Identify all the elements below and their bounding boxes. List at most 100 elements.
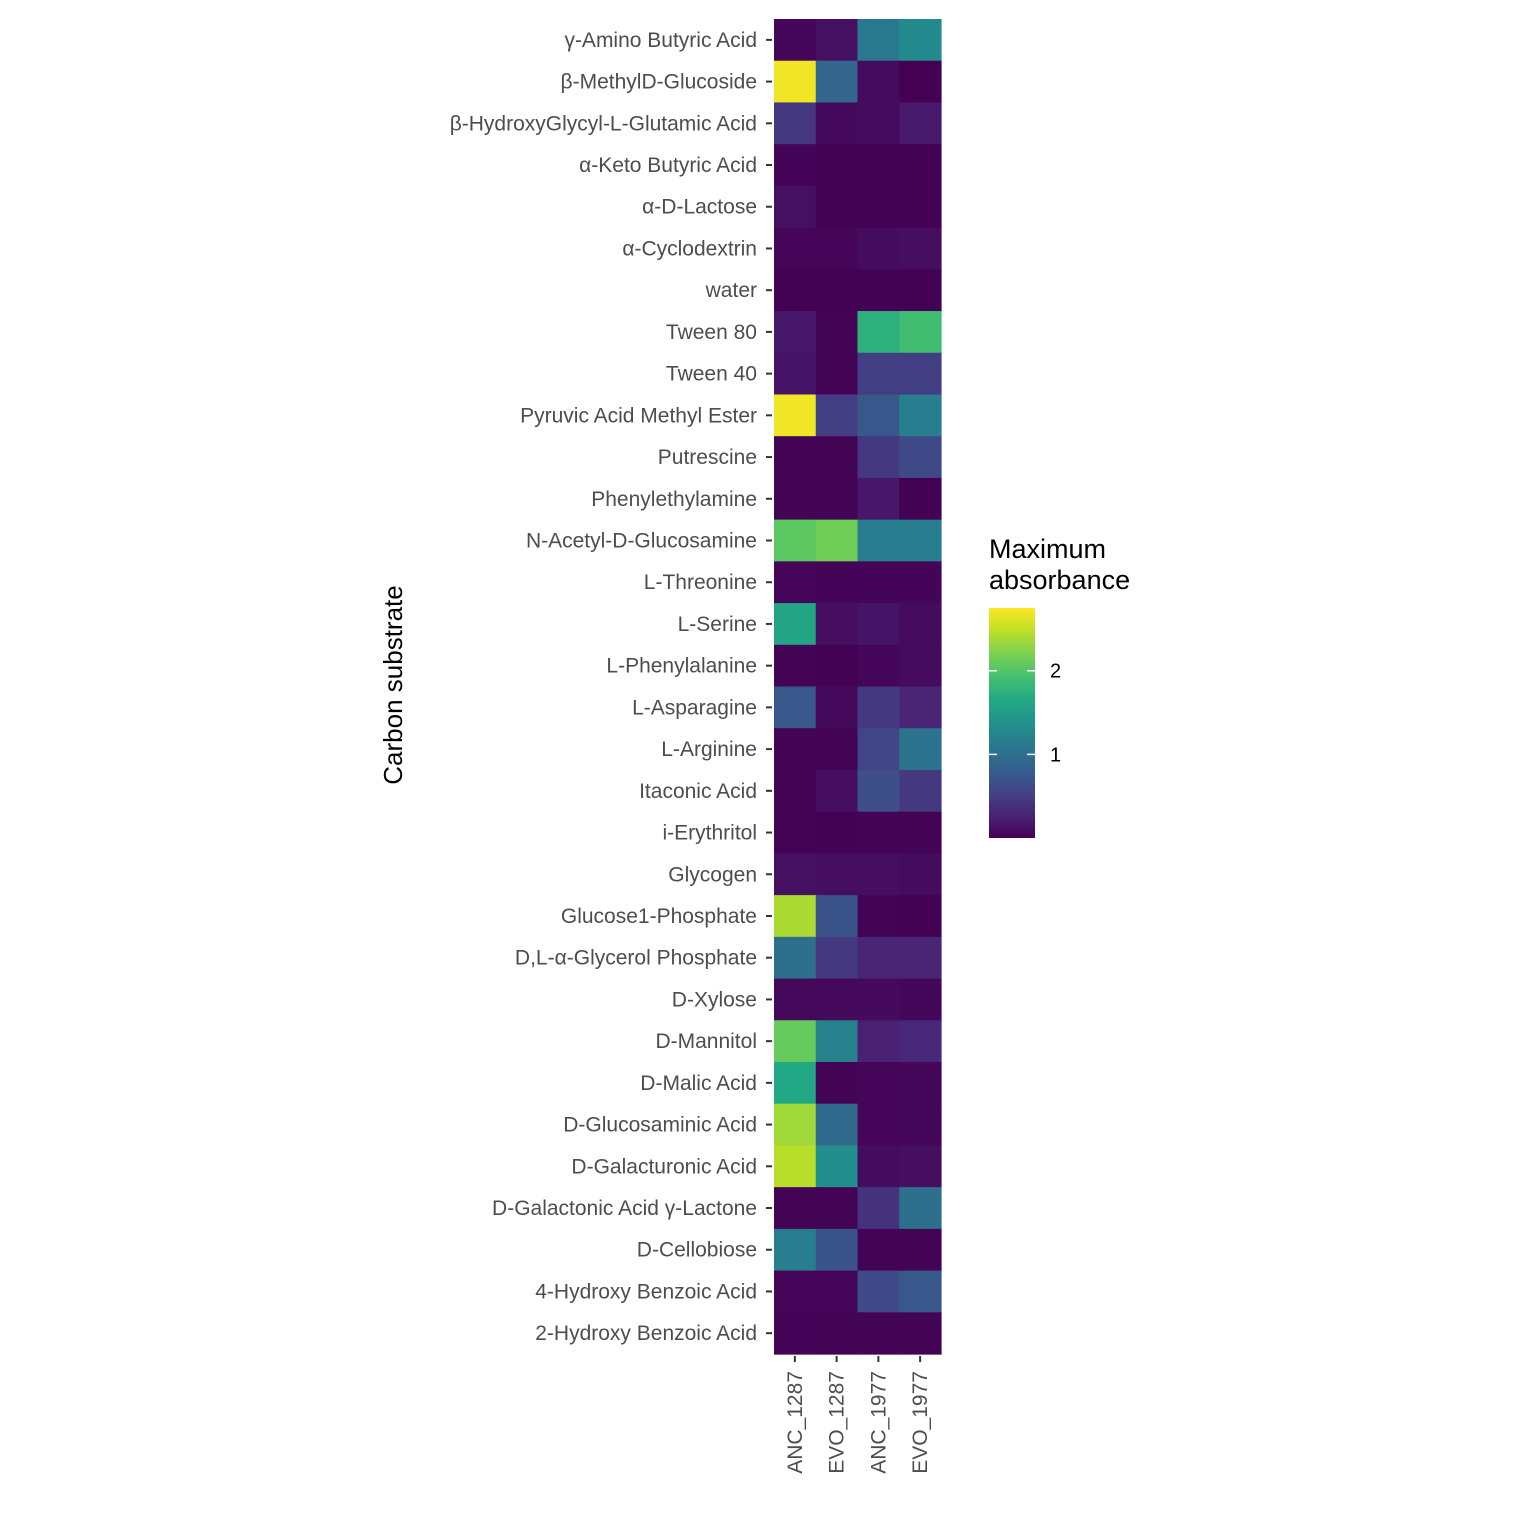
y-tick-label: N-Acetyl-D-Glucosamine	[526, 530, 757, 553]
heatmap-cell	[815, 1228, 859, 1272]
heatmap-cell	[815, 728, 859, 771]
heatmap-cell	[857, 978, 900, 1021]
y-tick-label: 2-Hydroxy Benzoic Acid	[535, 1322, 757, 1345]
y-tick-label: D-Cellobiose	[637, 1239, 757, 1262]
y-tick-label: α-Keto Butyric Acid	[579, 154, 757, 177]
heatmap-cell	[899, 60, 942, 104]
heatmap-cell	[857, 936, 900, 980]
heatmap-cell	[774, 1145, 817, 1188]
heatmap-cell	[774, 19, 817, 62]
heatmap-cell	[899, 1187, 942, 1230]
heatmap-cell	[857, 1103, 900, 1147]
x-tick-label: EVO_1977	[909, 1371, 932, 1474]
heatmap-cell	[899, 1020, 942, 1063]
y-tick-label: β-HydroxyGlycyl-L-Glutamic Acid	[450, 112, 757, 135]
heatmap-cell	[899, 519, 942, 562]
y-tick-label: Pyruvic Acid Methyl Ester	[520, 404, 757, 427]
heatmap-cell	[815, 1145, 859, 1188]
heatmap-cell	[899, 769, 942, 813]
heatmap-cell	[815, 185, 859, 229]
y-tick-label: β-MethylD-Glucoside	[561, 71, 757, 94]
heatmap-cell	[899, 477, 942, 521]
heatmap-cell	[815, 227, 859, 270]
heatmap-cell	[857, 1145, 900, 1188]
heatmap-cell	[899, 144, 942, 187]
heatmap-cell	[857, 811, 900, 854]
heatmap-cell	[857, 185, 900, 229]
heatmap-cell	[857, 144, 900, 187]
heatmap-cell	[857, 1020, 900, 1063]
heatmap-cell	[857, 769, 900, 813]
y-tick-label: D-Mannitol	[655, 1030, 757, 1053]
heatmap-cell	[774, 728, 817, 771]
heatmap-cell	[774, 1187, 817, 1230]
y-tick-label: L-Phenylalanine	[606, 655, 757, 678]
heatmap-cell	[774, 185, 817, 229]
heatmap-cell	[774, 978, 817, 1021]
heatmap-cell	[899, 811, 942, 854]
heatmap-cell	[815, 60, 859, 104]
heatmap-cell	[857, 644, 900, 688]
heatmap-cell	[815, 561, 859, 604]
y-tick-label: D,L-α-Glycerol Phosphate	[515, 947, 757, 970]
heatmap-cell	[857, 227, 900, 270]
heatmap-cell	[899, 603, 942, 646]
heatmap-cell	[899, 1270, 942, 1313]
heatmap-cell	[857, 1312, 900, 1355]
heatmap-cell	[815, 936, 859, 980]
heatmap-cell	[774, 936, 817, 980]
x-tick-label: ANC_1287	[784, 1371, 807, 1474]
heatmap-cell	[857, 603, 900, 646]
heatmap-cell	[899, 185, 942, 229]
heatmap-cell	[774, 477, 817, 521]
heatmap-cell	[857, 853, 900, 896]
heatmap-cell	[774, 1020, 817, 1063]
y-tick-label: 4-Hydroxy Benzoic Acid	[535, 1280, 757, 1303]
heatmap-cell	[815, 1312, 859, 1355]
heatmap-cell	[815, 102, 859, 145]
heatmap-cell	[774, 1270, 817, 1313]
heatmap-cell	[774, 644, 817, 688]
heatmap-cell	[899, 227, 942, 270]
y-tick-label: L-Threonine	[644, 571, 757, 594]
heatmap-cell	[774, 269, 817, 312]
heatmap-cell	[899, 936, 942, 980]
heatmap-cell	[774, 394, 817, 437]
heatmap-cell	[899, 352, 942, 396]
legend-ticks: 12	[989, 661, 1061, 766]
heatmap-cell	[857, 1062, 900, 1105]
heatmap-cell	[899, 1103, 942, 1147]
heatmap-cell	[815, 1187, 859, 1230]
heatmap-cell	[774, 311, 817, 354]
legend-tick-label: 2	[1050, 661, 1061, 683]
y-tick-label: Itaconic Acid	[639, 780, 757, 803]
heatmap-cell	[815, 1062, 859, 1105]
heatmap-cell	[899, 102, 942, 145]
heatmap-cell	[815, 144, 859, 187]
legend: Maximum absorbance 12	[989, 534, 1130, 838]
heatmap-cell	[857, 269, 900, 312]
heatmap-cell	[857, 561, 900, 604]
heatmap-cell	[815, 436, 859, 479]
x-tick-label: ANC_1977	[867, 1371, 890, 1474]
y-tick-label: Glucose1-Phosphate	[561, 905, 757, 928]
heatmap-cell	[774, 60, 817, 104]
y-tick-label: Putrescine	[658, 446, 757, 469]
heatmap-cell	[774, 603, 817, 646]
heatmap-cell	[815, 1270, 859, 1313]
heatmap-cell	[815, 1103, 859, 1147]
heatmap-cell	[899, 728, 942, 771]
heatmap-cell	[857, 728, 900, 771]
heatmap-cell	[899, 436, 942, 479]
heatmap-cell	[774, 102, 817, 145]
heatmap-cell	[857, 311, 900, 354]
y-tick-label: Glycogen	[668, 863, 757, 886]
x-tick-label: EVO_1287	[826, 1371, 849, 1474]
legend-colorbar	[989, 608, 1035, 838]
heatmap-cells	[774, 19, 942, 1355]
heatmap-cell	[857, 102, 900, 145]
heatmap-cell	[899, 19, 942, 62]
heatmap-cell	[774, 1228, 817, 1272]
heatmap-cell	[899, 644, 942, 688]
